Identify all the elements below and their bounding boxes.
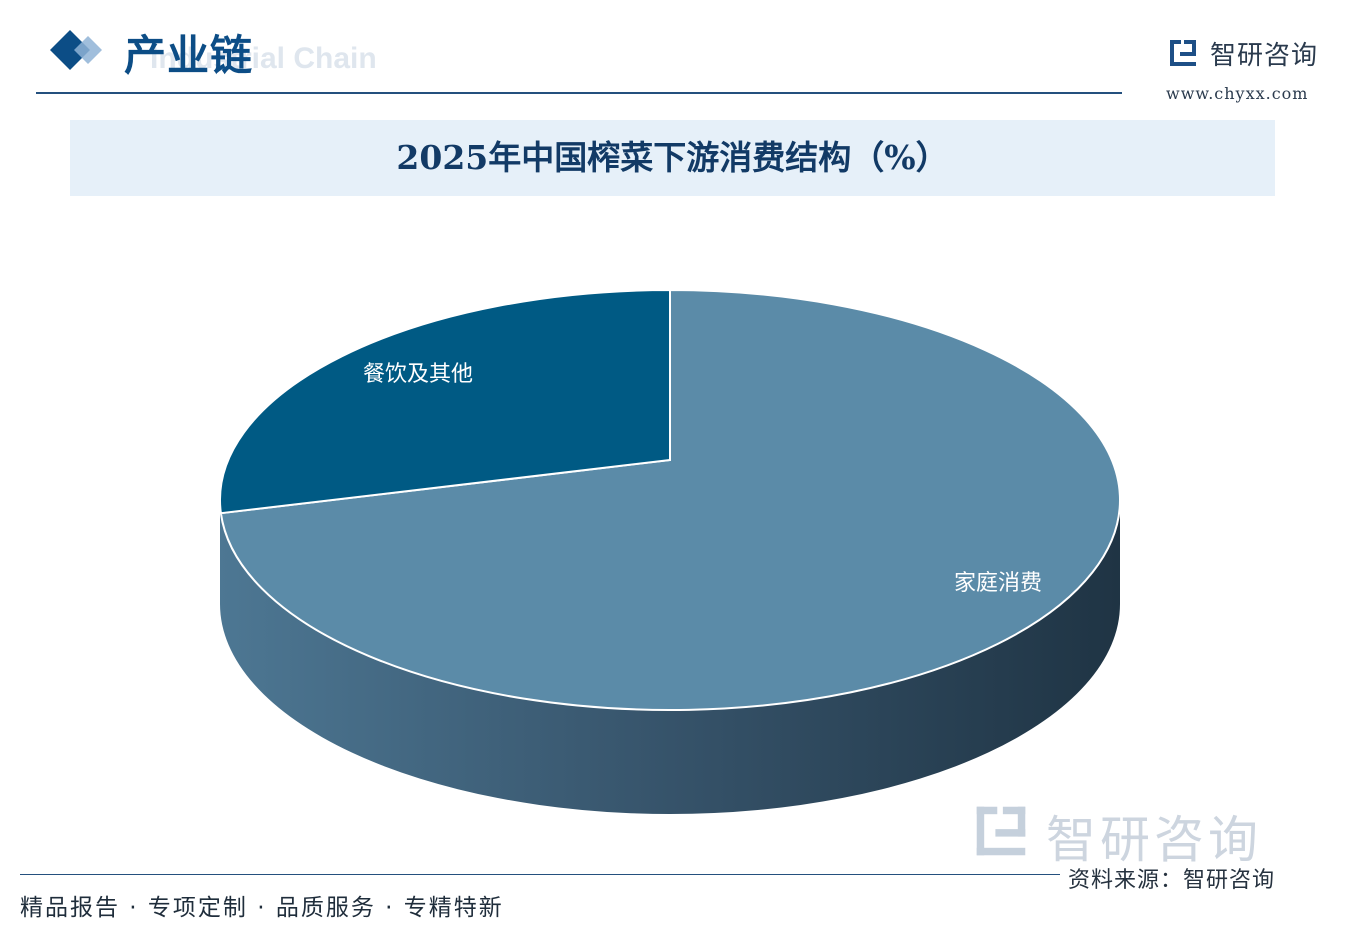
brand-logo-icon [1170,40,1196,66]
brand: 智研咨询 [1168,36,1319,71]
pie-side-wall [220,500,1120,814]
footer-tagline: 精品报告 · 专项定制 · 品质服务 · 专精特新 [20,895,504,921]
chart-title: 2025年中国榨菜下游消费结构（%） [396,138,949,177]
pie-slice-label-2: 餐饮及其他 [363,362,473,387]
watermark-text: 智研咨询 [1046,811,1262,869]
pie-slice-label-1: 家庭消费 [954,571,1042,596]
brand-url: www.chyxx.com [1166,84,1309,103]
pie-slice-2 [219,288,671,515]
brand-name: 智研咨询 [1210,40,1319,71]
watermark-logo-icon [976,806,1026,856]
header-divider [36,92,1122,94]
header-diamond-icon [50,30,102,70]
source-note: 资料来源：智研咨询 [1068,868,1276,893]
pie-slice-1 [219,288,1121,711]
section-title: 产业链 [124,31,254,80]
footer-divider [20,874,1060,875]
chart-title-band: 2025年中国榨菜下游消费结构（%） [70,120,1275,196]
section-subtitle: Industrial Chain [150,42,377,75]
